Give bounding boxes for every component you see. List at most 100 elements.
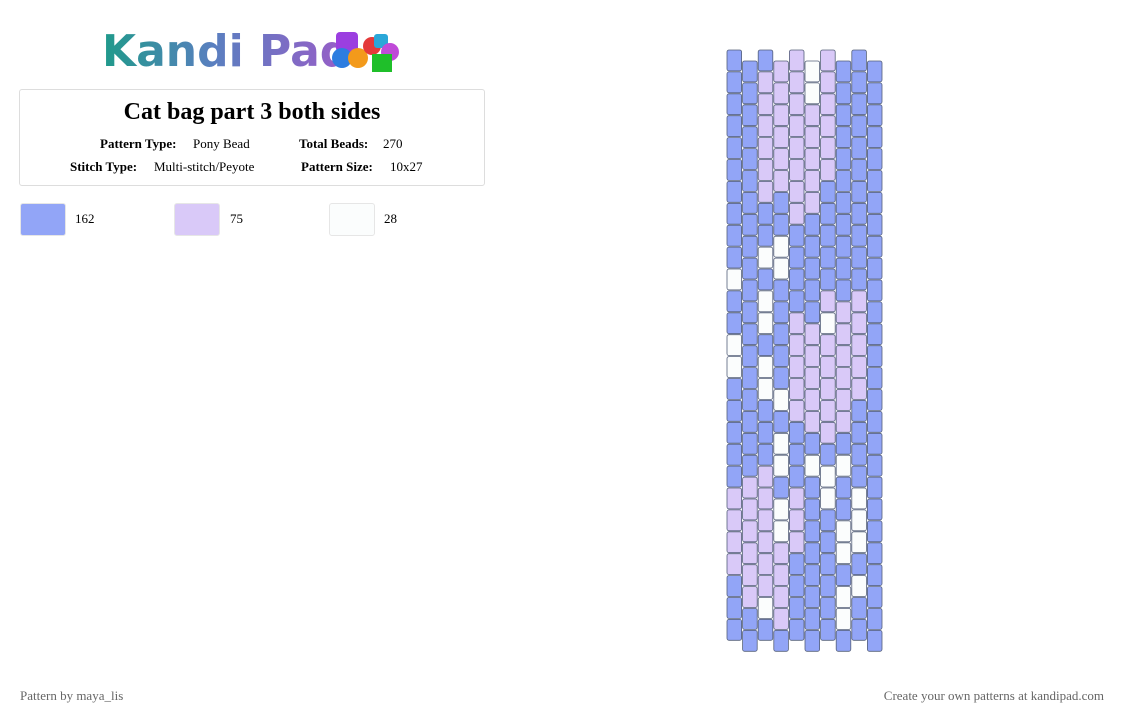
bead (820, 93, 836, 116)
bead (851, 159, 867, 181)
bead (726, 137, 743, 159)
field-value: 10x27 (390, 159, 423, 174)
bead (835, 389, 852, 411)
bead (773, 257, 789, 280)
bead (789, 115, 805, 137)
bead (835, 498, 852, 521)
bead (773, 432, 789, 455)
field-value: Multi-stitch/Peyote (154, 159, 255, 174)
bead (820, 246, 836, 269)
bead (804, 389, 821, 411)
bead (866, 520, 883, 543)
bead (789, 334, 805, 357)
bead (757, 137, 774, 159)
bead (866, 170, 883, 192)
bead (789, 180, 805, 203)
bead (820, 487, 836, 510)
bead (757, 378, 774, 400)
bead (757, 553, 774, 576)
bead (851, 49, 867, 72)
bead (820, 49, 836, 72)
bead (851, 443, 867, 466)
bead (851, 137, 867, 159)
bead (757, 619, 774, 641)
color-count: 28 (384, 211, 397, 226)
bead (820, 137, 836, 159)
bead (757, 487, 774, 510)
bead (789, 487, 805, 510)
bead (726, 159, 743, 181)
bead (835, 82, 852, 105)
bead (820, 465, 836, 488)
bead (820, 268, 836, 291)
bead (866, 432, 883, 455)
bead (726, 465, 743, 488)
bead (773, 498, 789, 521)
bead (820, 115, 836, 137)
bead (804, 367, 821, 389)
color-swatch[interactable] (20, 203, 66, 236)
bead (866, 542, 883, 565)
bead (773, 345, 789, 368)
bead (742, 586, 758, 608)
bead (789, 202, 805, 225)
bead (851, 465, 867, 488)
bead (835, 564, 852, 587)
bead (804, 542, 821, 565)
bead (742, 498, 758, 521)
bead (726, 575, 743, 597)
bead (726, 421, 743, 444)
bead (851, 619, 867, 641)
bead (866, 454, 883, 477)
bead (851, 268, 867, 291)
bead (773, 476, 789, 499)
bead (820, 421, 836, 444)
bead (789, 312, 805, 335)
bead (742, 454, 758, 477)
bead (789, 575, 805, 597)
bead (757, 202, 774, 225)
bead (726, 487, 743, 510)
bead (757, 531, 774, 554)
bead (757, 575, 774, 597)
bead (835, 630, 852, 652)
bead (866, 60, 883, 83)
bead (773, 148, 789, 170)
bead (835, 410, 852, 433)
bead (851, 509, 867, 532)
field-label: Pattern Type: (100, 136, 177, 151)
bead (804, 213, 821, 236)
bead (804, 191, 821, 214)
color-swatch[interactable] (174, 203, 220, 236)
bead (757, 509, 774, 532)
footer-link[interactable]: Create your own patterns at kandipad.com (883, 688, 1104, 703)
bead (757, 465, 774, 488)
bead (789, 399, 805, 422)
bead (773, 608, 789, 630)
bead (835, 191, 852, 214)
color-swatch[interactable] (329, 203, 375, 236)
bead (851, 312, 867, 335)
bead (757, 443, 774, 466)
bead (835, 104, 852, 127)
bead (820, 224, 836, 247)
bead (773, 60, 789, 83)
bead (742, 191, 758, 214)
bead (773, 279, 789, 302)
bead (851, 487, 867, 510)
bead (820, 575, 836, 597)
bead (726, 246, 743, 269)
bead (820, 180, 836, 203)
bead (835, 301, 852, 324)
bead (820, 378, 836, 400)
bead (851, 531, 867, 554)
pattern-title: Cat bag part 3 both sides (123, 99, 381, 125)
bead (866, 148, 883, 170)
bead (742, 126, 758, 148)
bead (820, 312, 836, 335)
logo[interactable]: Kandi Pad (102, 26, 352, 77)
bead (742, 301, 758, 324)
bead (742, 389, 758, 411)
bead (820, 443, 836, 466)
